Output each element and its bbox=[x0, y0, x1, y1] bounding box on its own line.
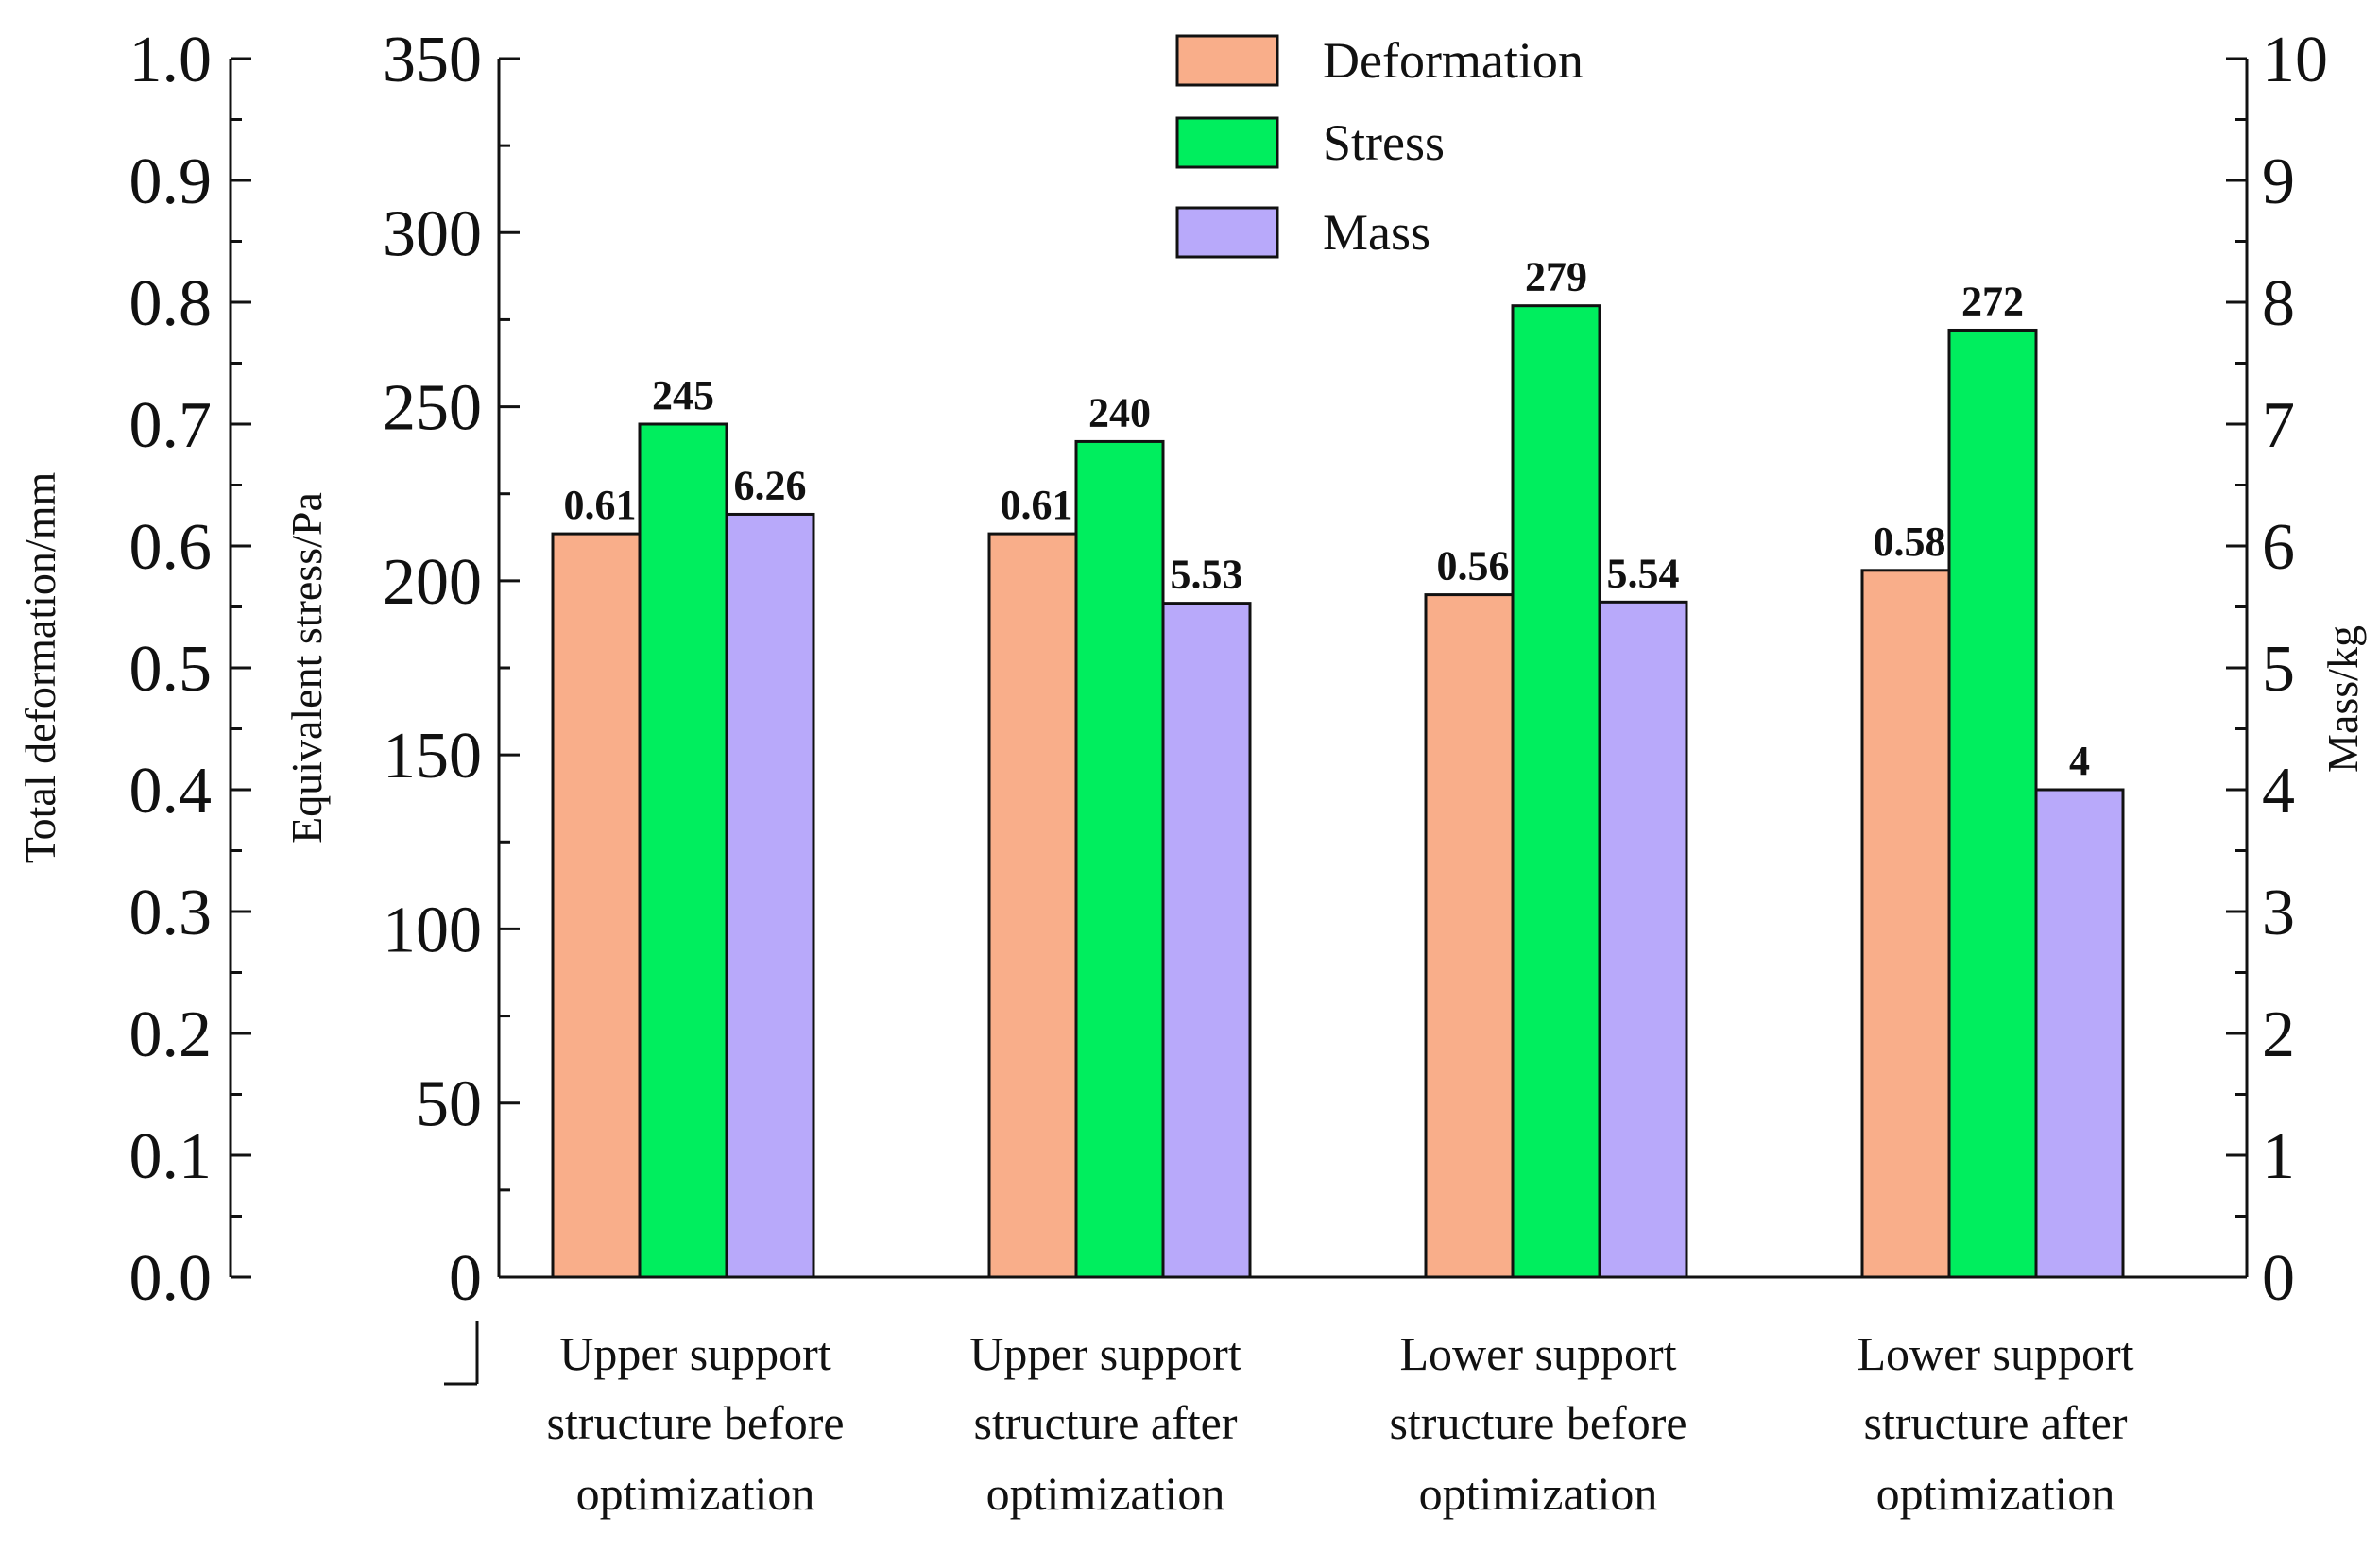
legend-label-mass: Mass bbox=[1323, 204, 1430, 261]
mass-tick-label-2: 2 bbox=[2262, 998, 2295, 1071]
data-label-deformation-2: 0.61 bbox=[1001, 482, 1073, 528]
stress-tick-label-5: 250 bbox=[383, 372, 482, 445]
data-label-deformation-1: 0.61 bbox=[564, 482, 637, 528]
deformation-tick-label-3: 0.3 bbox=[129, 877, 213, 949]
bar-stress-3 bbox=[1511, 304, 1601, 1279]
legend-swatch-mass bbox=[1175, 206, 1279, 259]
category-label-1-line-1: Upper support bbox=[559, 1327, 831, 1380]
category-label-3-line-1: Lower support bbox=[1400, 1327, 1677, 1380]
data-label-stress-3: 279 bbox=[1525, 254, 1587, 300]
mass-tick-label-7: 7 bbox=[2262, 389, 2295, 462]
deformation-tick-label-6: 0.6 bbox=[129, 511, 213, 584]
deformation-tick-label-9: 0.9 bbox=[129, 145, 213, 218]
category-label-4-line-1: Lower support bbox=[1858, 1327, 2134, 1380]
data-label-mass-2: 5.53 bbox=[1171, 552, 1243, 598]
bar-mass-3 bbox=[1598, 600, 1688, 1279]
mass-axis-title: Mass/kg bbox=[2319, 625, 2367, 773]
deformation-tick-label-8: 0.8 bbox=[129, 267, 213, 340]
bar-deformation-3 bbox=[1424, 593, 1515, 1279]
bar-deformation-1 bbox=[551, 532, 642, 1279]
category-label-2-line-3: optimization bbox=[986, 1467, 1225, 1520]
legend-swatch-deformation bbox=[1175, 34, 1279, 87]
stress-tick-label-6: 300 bbox=[383, 197, 482, 270]
mass-tick-label-6: 6 bbox=[2262, 511, 2295, 584]
legend-label-stress: Stress bbox=[1323, 114, 1445, 171]
deformation-tick-label-7: 0.7 bbox=[129, 389, 213, 462]
category-label-1-line-2: structure before bbox=[546, 1396, 844, 1449]
bar-stress-2 bbox=[1074, 439, 1165, 1279]
mass-tick-label-0: 0 bbox=[2262, 1242, 2295, 1315]
data-label-deformation-4: 0.58 bbox=[1874, 519, 1946, 565]
category-label-3-line-2: structure before bbox=[1389, 1396, 1687, 1449]
category-label-1-line-3: optimization bbox=[576, 1467, 815, 1520]
legend-swatch-stress bbox=[1175, 116, 1279, 169]
stress-tick-label-2: 100 bbox=[383, 894, 482, 966]
category-label-4-line-2: structure after bbox=[1863, 1396, 2127, 1449]
deformation-tick-label-5: 0.5 bbox=[129, 633, 213, 706]
category-label-3-line-3: optimization bbox=[1419, 1467, 1658, 1520]
mass-tick-label-4: 4 bbox=[2262, 755, 2295, 827]
data-label-mass-4: 4 bbox=[2069, 738, 2090, 784]
stress-tick-label-0: 0 bbox=[449, 1242, 482, 1315]
category-label-2-line-1: Upper support bbox=[969, 1327, 1241, 1380]
deformation-tick-label-4: 0.4 bbox=[129, 755, 213, 827]
category-label-2-line-2: structure after bbox=[973, 1396, 1237, 1449]
mass-tick-label-3: 3 bbox=[2262, 877, 2295, 949]
bar-deformation-2 bbox=[987, 532, 1078, 1279]
legend-label-deformation: Deformation bbox=[1323, 32, 1584, 89]
deformation-axis-title: Total deformation/mm bbox=[16, 472, 64, 864]
stress-axis-title: Equivalent stress/Pa bbox=[283, 492, 331, 844]
mass-tick-label-10: 10 bbox=[2262, 24, 2328, 96]
data-label-stress-2: 240 bbox=[1088, 389, 1151, 435]
mass-tick-label-8: 8 bbox=[2262, 267, 2295, 340]
stress-tick-label-3: 150 bbox=[383, 720, 482, 793]
data-label-stress-4: 272 bbox=[1961, 278, 2024, 324]
stress-tick-label-4: 200 bbox=[383, 546, 482, 619]
data-label-mass-3: 5.54 bbox=[1607, 550, 1680, 596]
deformation-tick-label-10: 1.0 bbox=[129, 24, 213, 96]
mass-tick-label-9: 9 bbox=[2262, 145, 2295, 218]
bar-deformation-4 bbox=[1860, 569, 1951, 1279]
bar-stress-1 bbox=[638, 422, 728, 1279]
bar-stress-4 bbox=[1947, 328, 2038, 1279]
category-label-4-line-3: optimization bbox=[1876, 1467, 2115, 1520]
bar-mass-2 bbox=[1161, 602, 1252, 1279]
deformation-tick-label-2: 0.2 bbox=[129, 998, 213, 1071]
deformation-tick-label-1: 0.1 bbox=[129, 1120, 213, 1193]
stress-tick-label-1: 50 bbox=[416, 1068, 482, 1141]
deformation-tick-label-0: 0.0 bbox=[129, 1242, 213, 1315]
mass-tick-label-5: 5 bbox=[2262, 633, 2295, 706]
bar-mass-4 bbox=[2034, 788, 2125, 1279]
data-label-mass-1: 6.26 bbox=[734, 462, 807, 508]
stress-tick-label-7: 350 bbox=[383, 24, 482, 96]
data-label-stress-1: 245 bbox=[652, 372, 714, 418]
mass-tick-label-1: 1 bbox=[2262, 1120, 2295, 1193]
data-label-deformation-3: 0.56 bbox=[1437, 543, 1510, 589]
bar-mass-1 bbox=[725, 512, 815, 1279]
